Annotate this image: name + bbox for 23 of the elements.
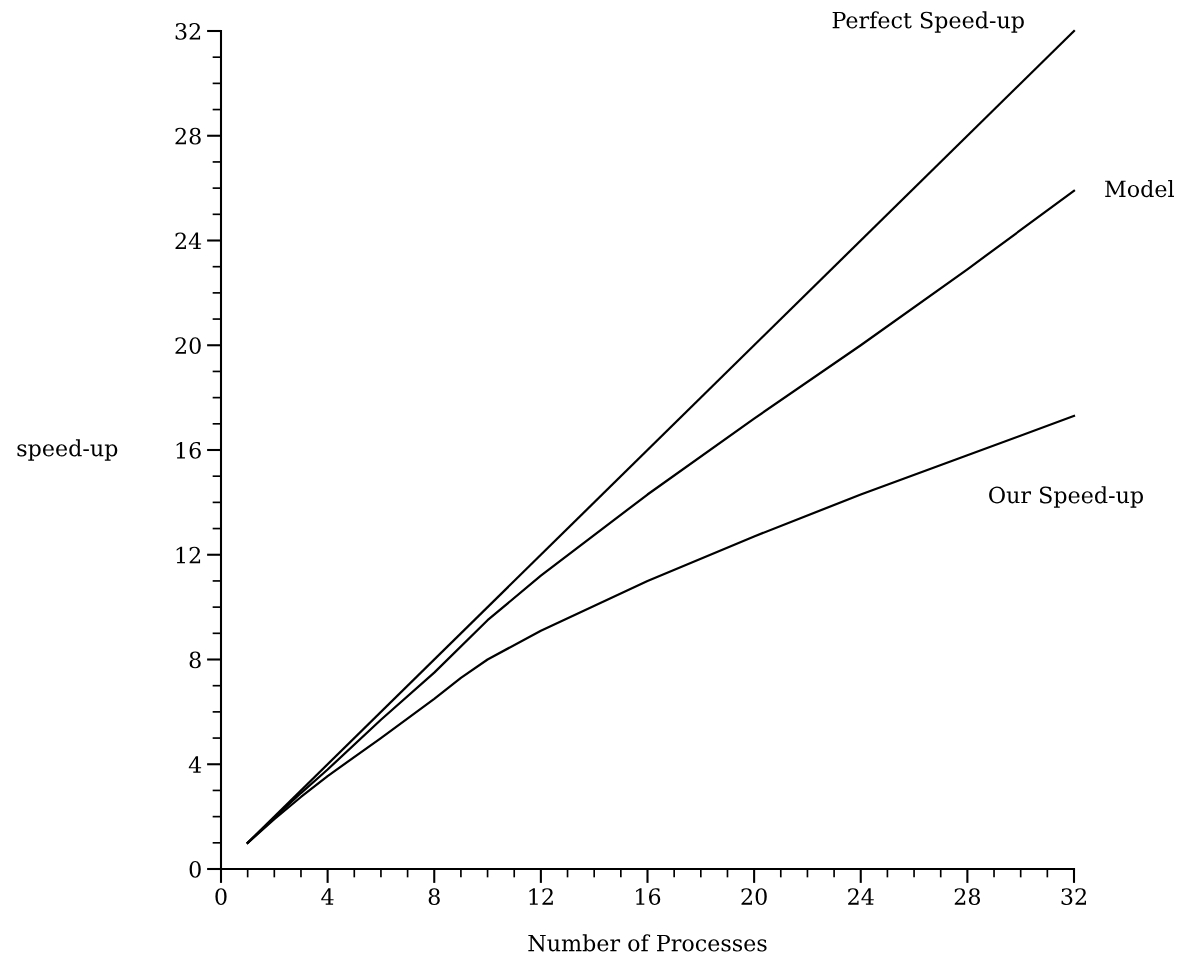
- x-axis-title: Number of Processes: [528, 934, 767, 952]
- y-tick-label: 24: [175, 232, 202, 249]
- y-tick-label: 4: [188, 756, 202, 773]
- series-label: Model: [1105, 179, 1174, 198]
- x-tick-label: 0: [215, 888, 227, 905]
- y-tick-label: 0: [189, 860, 201, 878]
- y-tick-label: 8: [189, 651, 201, 669]
- series-label: Perfect Speed-up: [832, 11, 1024, 33]
- x-tick-label: 8: [428, 888, 440, 905]
- x-tick-label: 20: [741, 888, 767, 905]
- x-tick-label: 24: [848, 888, 874, 905]
- x-tick-label: 28: [954, 888, 981, 905]
- y-tick-label: 32: [175, 22, 201, 40]
- y-tick-label: 12: [176, 546, 201, 564]
- x-tick-label: 32: [1061, 888, 1086, 905]
- y-axis-title: speed-up: [17, 439, 118, 461]
- y-tick-label: 16: [176, 441, 201, 459]
- x-tick-label: 16: [636, 888, 661, 905]
- series-label: Our Speed-up: [989, 486, 1143, 508]
- x-tick-label: 12: [529, 888, 553, 905]
- x-tick-label: 4: [321, 888, 334, 905]
- y-tick-label: 28: [175, 127, 201, 145]
- y-tick-label: 20: [175, 337, 201, 355]
